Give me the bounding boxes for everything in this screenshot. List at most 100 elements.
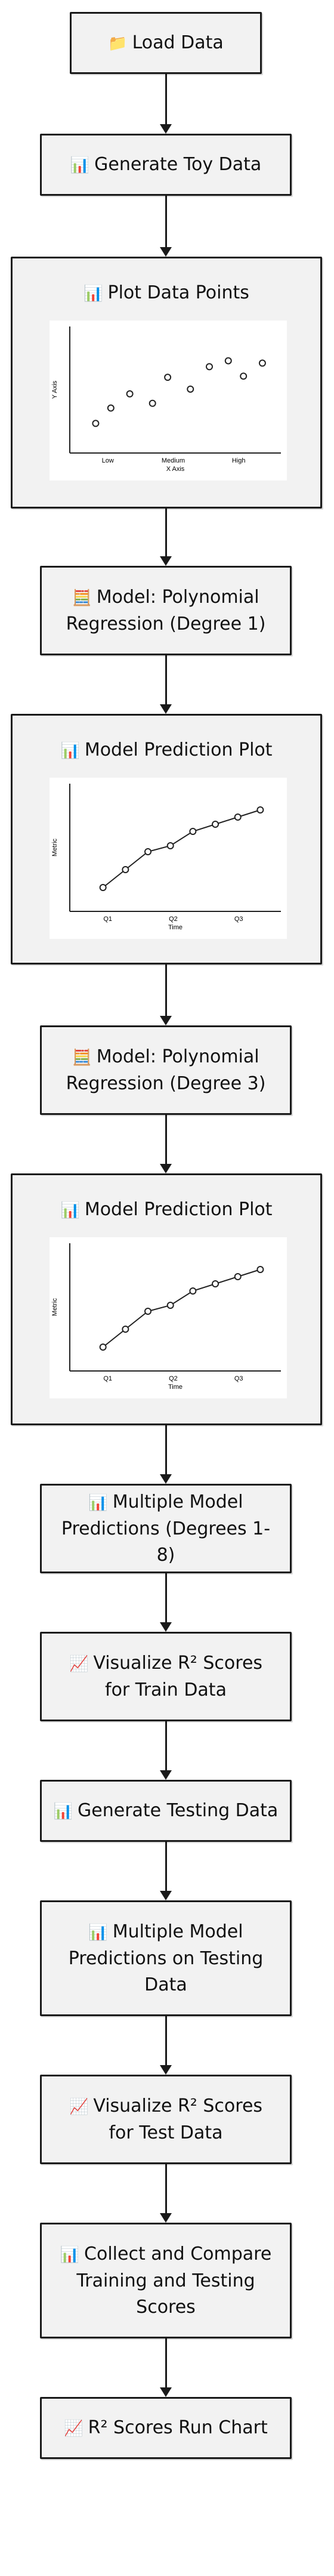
bar-chart-icon: 📊 <box>70 156 90 174</box>
x-tick-label: Q1 <box>103 1375 112 1382</box>
scatter-chart: Low Medium High X Axis Y Axis <box>50 321 287 480</box>
arrow-line <box>165 74 167 125</box>
arrow-head <box>160 2213 172 2223</box>
arrow-head <box>160 124 172 134</box>
arrow-line <box>165 196 167 248</box>
arrow-head <box>160 1770 172 1780</box>
bar-chart-icon: 📊 <box>53 1802 73 1820</box>
node-generate-toy-data: 📊 Generate Toy Data <box>40 134 292 196</box>
bar-chart-icon: 📊 <box>60 2245 80 2264</box>
node-label: Model Prediction Plot <box>84 739 273 760</box>
data-point <box>99 1344 107 1351</box>
x-tick-label: Medium <box>162 457 185 464</box>
node-label: Model: Polynomial Regression (Degree 1) <box>66 586 266 634</box>
line-chart-icon: 📈 <box>69 2097 89 2116</box>
node-label: R² Scores Run Chart <box>88 2417 268 2438</box>
node-label: Plot Data Points <box>107 282 249 303</box>
line-chart-icon: 📈 <box>69 1654 89 1673</box>
node-model-degree-3: 🧮 Model: Polynomial Regression (Degree 3) <box>40 1025 292 1115</box>
arrow-line <box>165 1573 167 1623</box>
x-tick-label: Low <box>102 457 114 464</box>
node-model-degree-1: 🧮 Model: Polynomial Regression (Degree 1) <box>40 566 292 655</box>
arrow-head <box>160 1164 172 1173</box>
arrow-head <box>160 1891 172 1900</box>
arrow-head <box>160 247 172 257</box>
data-point <box>234 1273 242 1280</box>
node-generate-testing-data: 📊 Generate Testing Data <box>40 1780 292 1842</box>
node-label: Generate Testing Data <box>78 1799 279 1821</box>
data-point <box>107 404 115 412</box>
node-label: Generate Toy Data <box>94 153 262 175</box>
data-point <box>212 1280 219 1287</box>
arrow-head <box>160 2065 172 2075</box>
arrow-head <box>160 704 172 714</box>
data-point <box>187 385 194 393</box>
node-r2-scores-run-chart: 📈 R² Scores Run Chart <box>40 2397 292 2459</box>
bar-chart-icon: 📊 <box>60 742 80 760</box>
data-point <box>164 374 172 381</box>
y-axis-label: Y Axis <box>51 380 58 399</box>
arrow-line <box>165 2016 167 2066</box>
data-point <box>122 1326 129 1333</box>
node-label: Load Data <box>132 32 224 53</box>
x-tick-label: Q3 <box>234 1375 243 1382</box>
node-multiple-model-predictions-testing: 📊 Multiple Model Predictions on Testing D… <box>40 1900 292 2016</box>
data-point <box>166 842 174 849</box>
arrow-line <box>165 1425 167 1475</box>
node-plot-data-points: 📊 Plot Data Points Low Medium High X Axis Y A… <box>11 257 322 509</box>
node-label: Visualize R² Scores for Train Data <box>93 1652 263 1700</box>
line-chart: Q1 Q2 Q3 Time Metric <box>50 778 287 939</box>
arrow-head <box>160 1622 172 1632</box>
node-model-prediction-plot-2: 📊 Model Prediction Plot Q1 Q2 Q3 Time Metric <box>11 1173 322 1425</box>
arrow-line <box>165 1721 167 1771</box>
bar-chart-icon: 📊 <box>60 1201 80 1219</box>
data-point <box>99 884 107 891</box>
data-point <box>144 1308 152 1315</box>
node-model-prediction-plot-1: 📊 Model Prediction Plot Q1 Q2 Q3 Time Metric <box>11 714 322 965</box>
data-point <box>144 848 152 855</box>
y-axis-label: Metric <box>51 1298 58 1316</box>
arrow-head <box>160 1016 172 1025</box>
x-tick-label: Q3 <box>234 916 243 923</box>
x-tick-label: Q2 <box>169 916 178 923</box>
data-point <box>256 806 264 814</box>
x-axis-label: X Axis <box>166 466 185 473</box>
node-label: Visualize R² Scores for Test Data <box>93 2095 263 2143</box>
data-point <box>256 1266 264 1273</box>
data-point <box>258 359 266 367</box>
x-tick-label: Q1 <box>103 916 112 923</box>
bar-chart-icon: 📊 <box>88 1923 108 1942</box>
computer-icon: 🧮 <box>72 1048 92 1067</box>
line-chart: Q1 Q2 Q3 Time Metric <box>50 1237 287 1398</box>
data-point <box>189 828 197 835</box>
node-multiple-model-predictions: 📊 Multiple Model Predictions (Degrees 1-8… <box>40 1484 292 1573</box>
data-point <box>92 420 100 427</box>
node-label: Model: Polynomial Regression (Degree 3) <box>66 1046 266 1094</box>
arrow-line <box>165 2338 167 2389</box>
folder-icon: 📁 <box>108 34 128 53</box>
arrow-head <box>160 1474 172 1484</box>
node-label: Multiple Model Predictions on Testing Da… <box>68 1921 264 1995</box>
bar-chart-icon: 📊 <box>84 285 103 303</box>
data-point <box>149 399 156 407</box>
data-point <box>126 390 134 398</box>
node-visualize-r2-train: 📈 Visualize R² Scores for Train Data <box>40 1632 292 1721</box>
line-chart-icon: 📈 <box>64 2419 84 2438</box>
x-axis-label: Time <box>168 1383 183 1391</box>
data-point <box>240 372 248 380</box>
node-label: Collect and Compare Training and Testing… <box>76 2243 272 2318</box>
series-line <box>103 809 261 888</box>
bar-chart-icon: 📊 <box>88 1493 108 1512</box>
data-point <box>122 866 129 873</box>
arrow-line <box>165 655 167 705</box>
data-point <box>234 814 242 821</box>
node-load-data: 📁 Load Data <box>70 12 262 74</box>
node-collect-and-compare: 📊 Collect and Compare Training and Testin… <box>40 2223 292 2338</box>
x-tick-label: High <box>232 457 246 464</box>
arrow-line <box>165 2164 167 2214</box>
x-axis-label: Time <box>168 924 183 931</box>
arrow-head <box>160 556 172 566</box>
data-point <box>206 363 213 371</box>
node-label: Multiple Model Predictions (Degrees 1-8) <box>61 1491 271 1566</box>
arrow-line <box>165 1115 167 1165</box>
